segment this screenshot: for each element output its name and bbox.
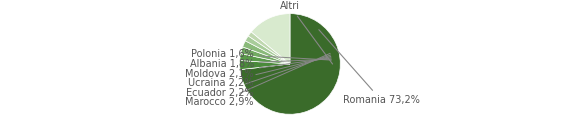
Wedge shape bbox=[242, 41, 290, 64]
Text: Polonia 1,6%: Polonia 1,6% bbox=[191, 49, 331, 60]
Wedge shape bbox=[240, 14, 340, 114]
Text: Marocco 2,9%: Marocco 2,9% bbox=[185, 53, 330, 107]
Text: Moldova 2,1%: Moldova 2,1% bbox=[185, 58, 331, 78]
Wedge shape bbox=[240, 60, 290, 70]
Text: Albania 1,8%: Albania 1,8% bbox=[190, 59, 331, 69]
Wedge shape bbox=[251, 14, 290, 64]
Wedge shape bbox=[245, 36, 290, 64]
Text: Romania 73,2%: Romania 73,2% bbox=[319, 30, 420, 105]
Text: Ecuador 2,2%: Ecuador 2,2% bbox=[186, 55, 331, 98]
Wedge shape bbox=[240, 54, 290, 64]
Text: Altri: Altri bbox=[280, 1, 332, 64]
Text: Ucraina 2,2%: Ucraina 2,2% bbox=[188, 56, 331, 88]
Wedge shape bbox=[241, 47, 290, 64]
Wedge shape bbox=[248, 32, 290, 64]
